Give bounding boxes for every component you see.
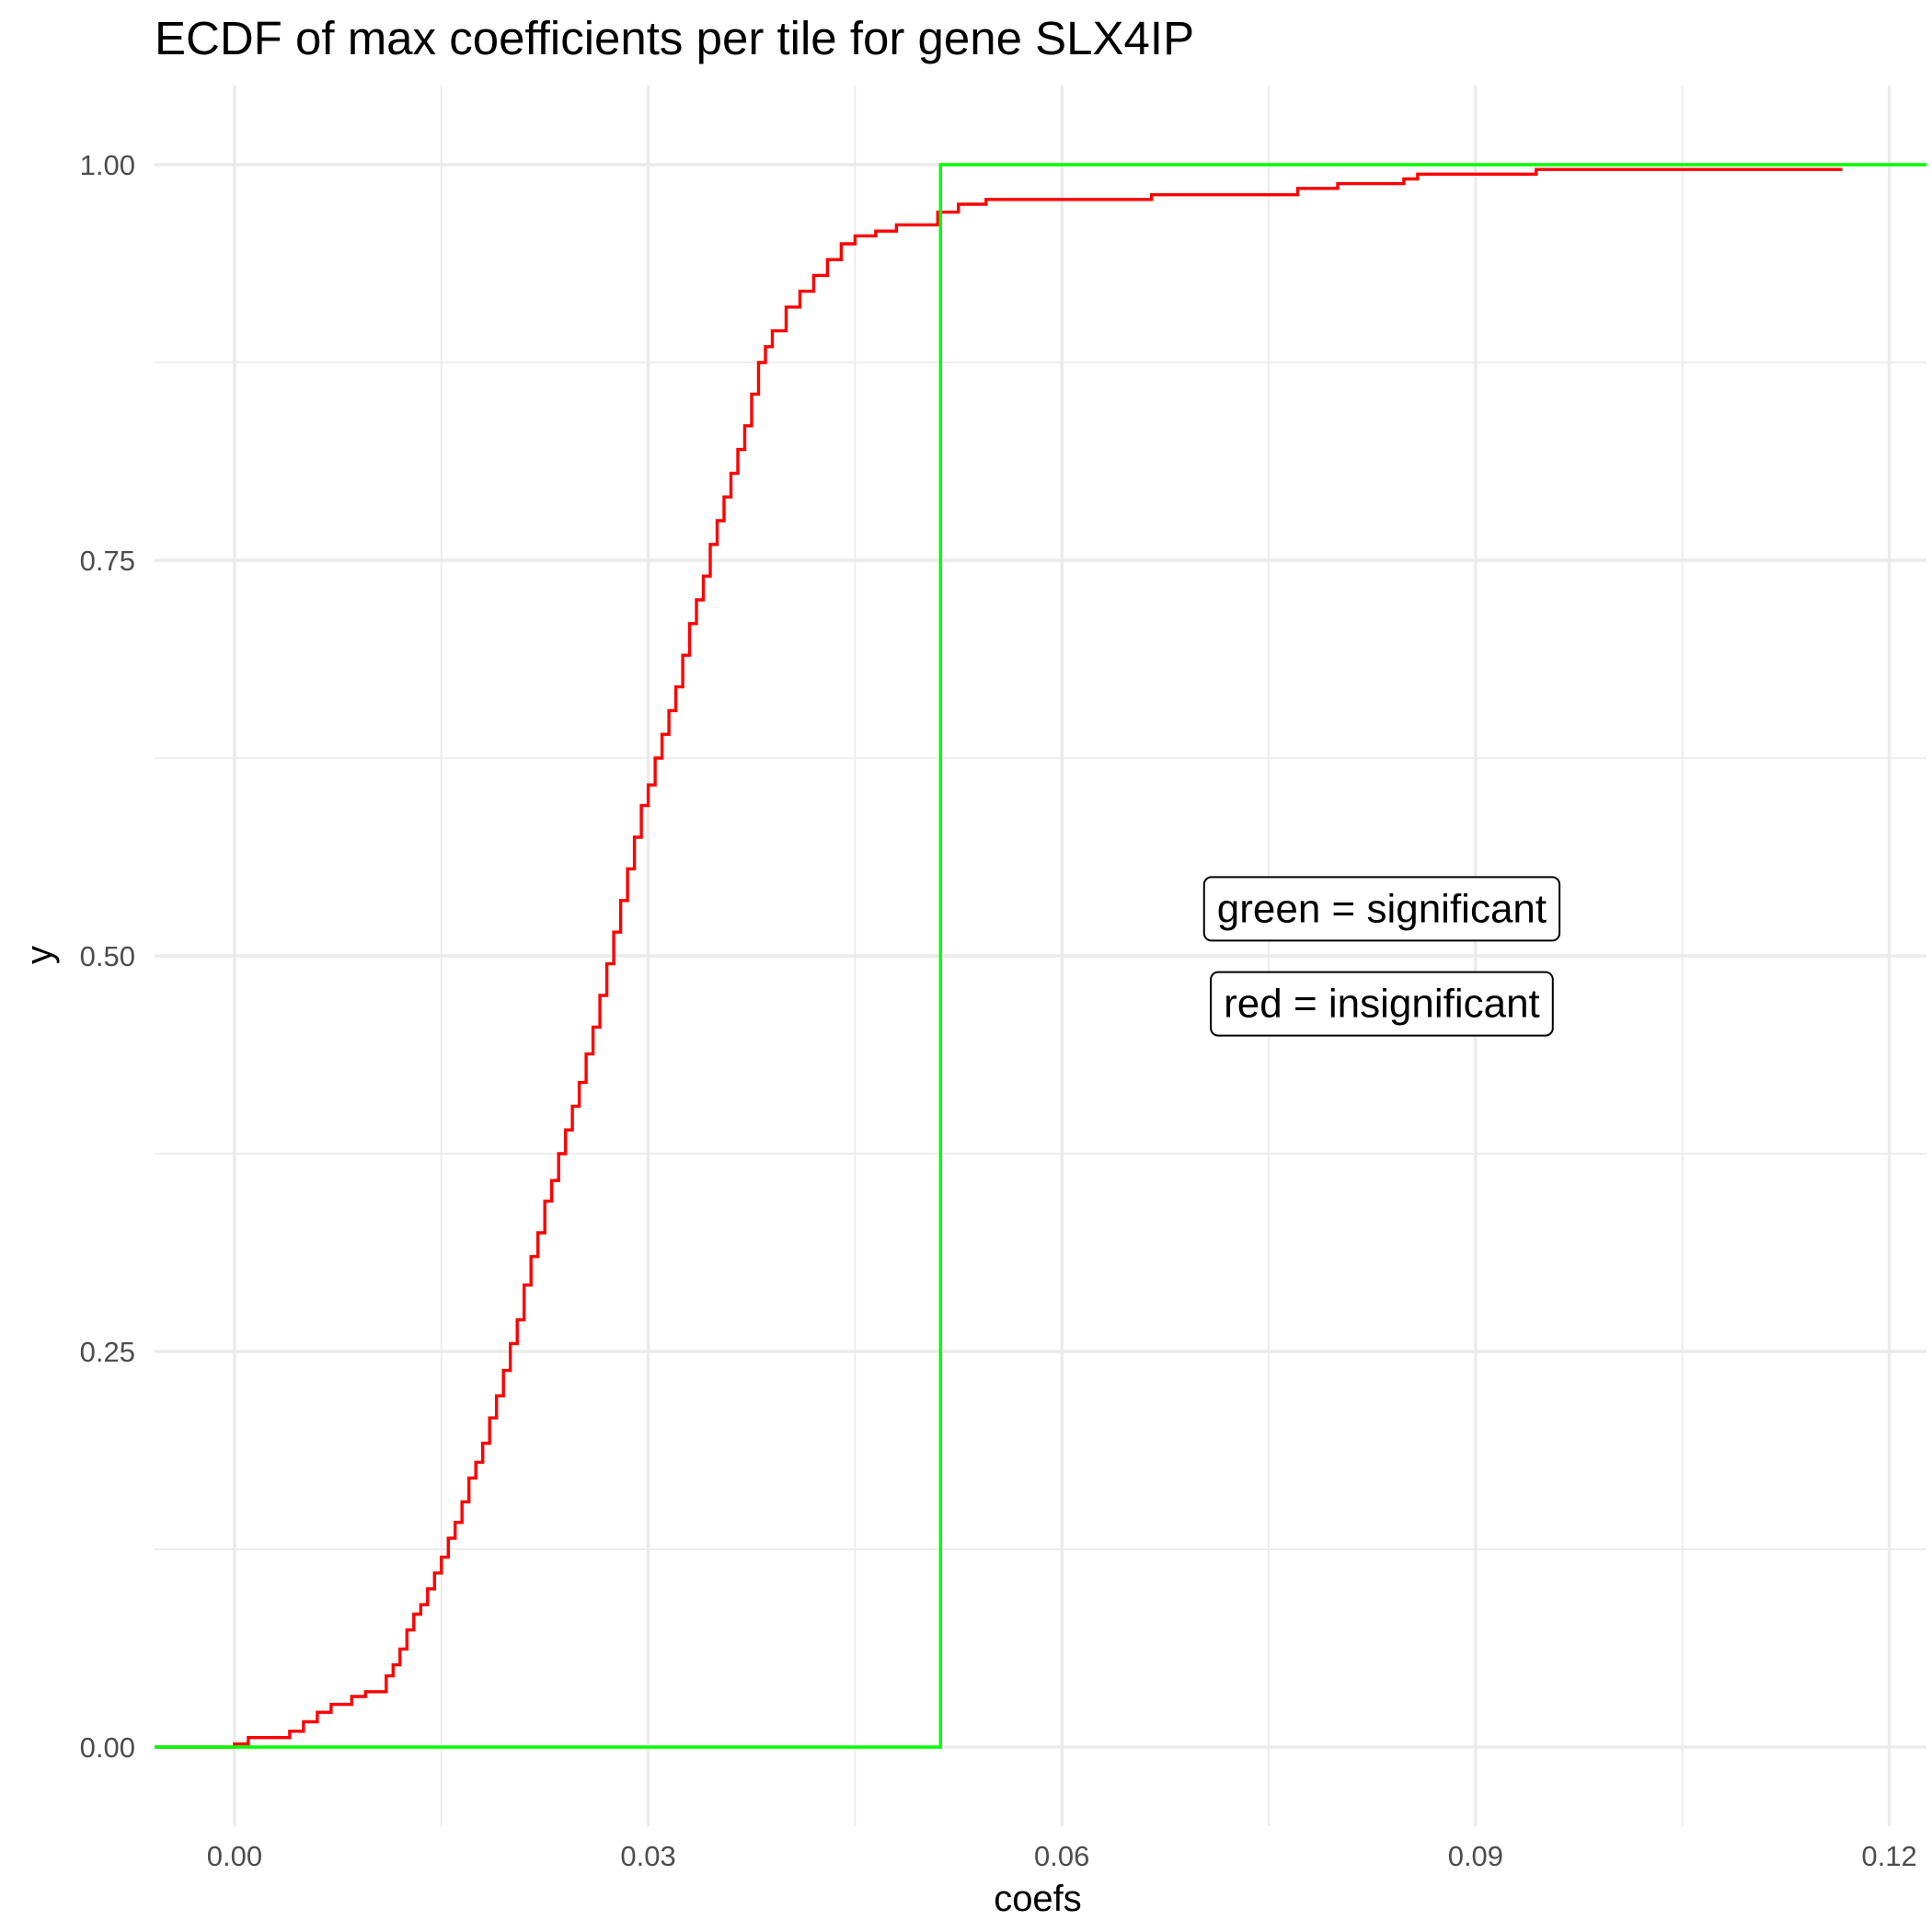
y-tick-label: 1.00: [80, 149, 135, 181]
chart-title: ECDF of max coefficients per tile for ge…: [155, 12, 1194, 64]
y-tick-labels: 0.00 0.25 0.50 0.75 1.00: [80, 149, 135, 1764]
annotation-box: [1202, 876, 1561, 942]
series-layer: [155, 163, 1926, 1749]
x-tick-label: 0.00: [207, 1840, 262, 1872]
annotation-label: red = insignificant: [1210, 971, 1554, 1037]
y-tick-label: 0.75: [80, 545, 135, 577]
annotation-text: green = significant: [1217, 886, 1547, 931]
x-tick-label: 0.09: [1448, 1840, 1503, 1872]
y-tick-label: 0.50: [80, 940, 135, 972]
y-tick-label: 0.25: [80, 1336, 135, 1368]
annotation-text: red = insignificant: [1224, 982, 1540, 1027]
annotation-label: green = significant: [1202, 876, 1561, 942]
x-tick-label: 0.12: [1861, 1840, 1916, 1872]
ecdf-red-series-line: [155, 167, 1843, 1749]
y-tick-label: 0.00: [80, 1731, 135, 1764]
ecdf-green-series-line: [155, 163, 1926, 1749]
annotation-layer: green = significant red = insignificant: [1202, 876, 1561, 1037]
x-tick-label: 0.03: [620, 1840, 675, 1872]
x-tick-label: 0.06: [1034, 1840, 1089, 1872]
x-axis-title: coefs: [994, 1879, 1082, 1919]
annotation-box: [1210, 971, 1554, 1037]
y-axis-title: y: [19, 946, 60, 964]
x-tick-labels: 0.00 0.03 0.06 0.09 0.12: [207, 1840, 1917, 1872]
